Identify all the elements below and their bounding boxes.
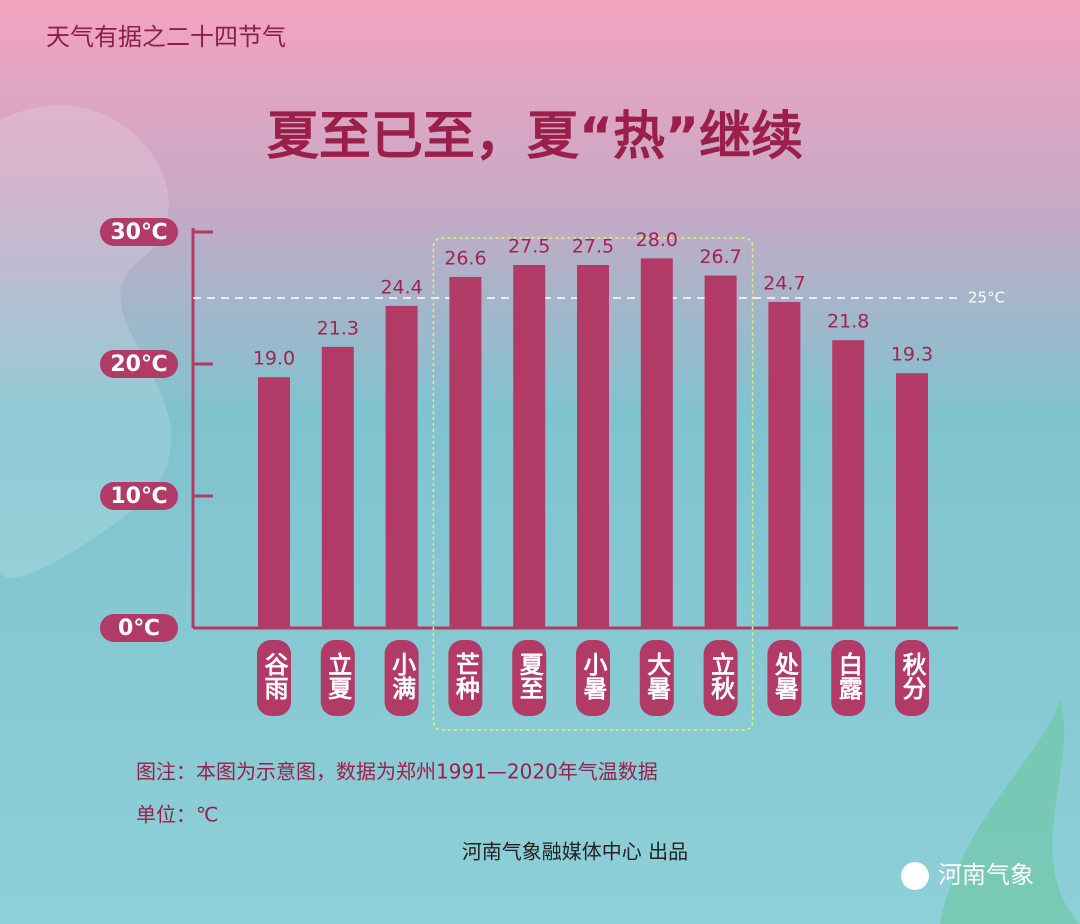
value-label: 28.0 — [636, 229, 678, 251]
logo-text: 河南气象 — [938, 861, 1034, 889]
y-tick-pill — [100, 614, 178, 642]
bar — [513, 265, 546, 628]
bar — [385, 305, 418, 628]
bar — [896, 373, 928, 628]
category-pill — [639, 640, 674, 716]
bar — [258, 377, 290, 628]
value-label: 24.7 — [763, 272, 805, 294]
category-pill — [320, 640, 355, 716]
y-tick-label: 0℃ — [118, 616, 160, 641]
x-tick-label: 小满 — [388, 652, 416, 700]
chart-title: 夏至已至，夏“热”继续 — [267, 107, 803, 167]
x-tick-label: 秋分 — [898, 652, 926, 701]
y-tick-label: 10℃ — [110, 484, 167, 509]
x-tick-label: 大暑 — [643, 652, 671, 701]
bar — [577, 265, 609, 628]
note: 图注：本图为示意图，数据为郑州1991—2020年气温数据 — [136, 760, 658, 784]
value-label: 19.3 — [891, 344, 933, 366]
x-tick-label: 立夏 — [324, 651, 352, 701]
wave-decoration — [940, 700, 1080, 924]
note: 单位：℃ — [136, 803, 218, 827]
y-tick-pill — [100, 350, 178, 378]
x-tick-label: 芒种 — [451, 652, 479, 700]
category-pill — [703, 640, 738, 716]
bar — [321, 346, 354, 628]
category-pill — [767, 640, 802, 716]
y-tick-pill — [100, 218, 178, 246]
value-label: 26.6 — [444, 247, 486, 269]
x-tick-label: 小暑 — [579, 652, 607, 701]
y-tick-label: 30℃ — [110, 220, 167, 245]
x-tick-label: 谷雨 — [260, 652, 288, 700]
x-tick-label: 立秋 — [707, 651, 735, 701]
value-label: 21.3 — [317, 317, 359, 339]
value-label: 27.5 — [572, 236, 614, 258]
category-pill — [384, 640, 419, 716]
value-label: 19.0 — [253, 348, 295, 370]
reference-label: 25°C — [968, 289, 1005, 307]
header: 天气有据之二十四节气 — [46, 23, 286, 51]
category-pill — [257, 640, 291, 716]
bar — [704, 275, 737, 628]
category-pill — [576, 640, 610, 716]
value-label: 27.5 — [508, 236, 550, 258]
category-pill — [448, 640, 483, 716]
bar — [832, 340, 865, 628]
logo-icon — [901, 862, 929, 890]
bar — [449, 276, 482, 628]
category-pill — [831, 640, 866, 716]
x-tick-label: 处暑 — [770, 652, 799, 701]
category-pill — [512, 640, 547, 716]
x-tick-label: 夏至 — [515, 652, 543, 700]
bar — [640, 258, 673, 628]
value-label: 21.8 — [827, 311, 869, 333]
category-pill — [895, 640, 929, 716]
bar — [768, 301, 801, 628]
value-label: 26.7 — [699, 246, 741, 268]
x-tick-label: 白露 — [834, 651, 862, 701]
credit: 河南气象融媒体中心 出品 — [462, 840, 688, 864]
y-tick-pill — [100, 482, 178, 510]
highlight-box — [432, 237, 754, 731]
value-label: 24.4 — [380, 276, 422, 298]
y-tick-label: 20℃ — [110, 352, 167, 377]
